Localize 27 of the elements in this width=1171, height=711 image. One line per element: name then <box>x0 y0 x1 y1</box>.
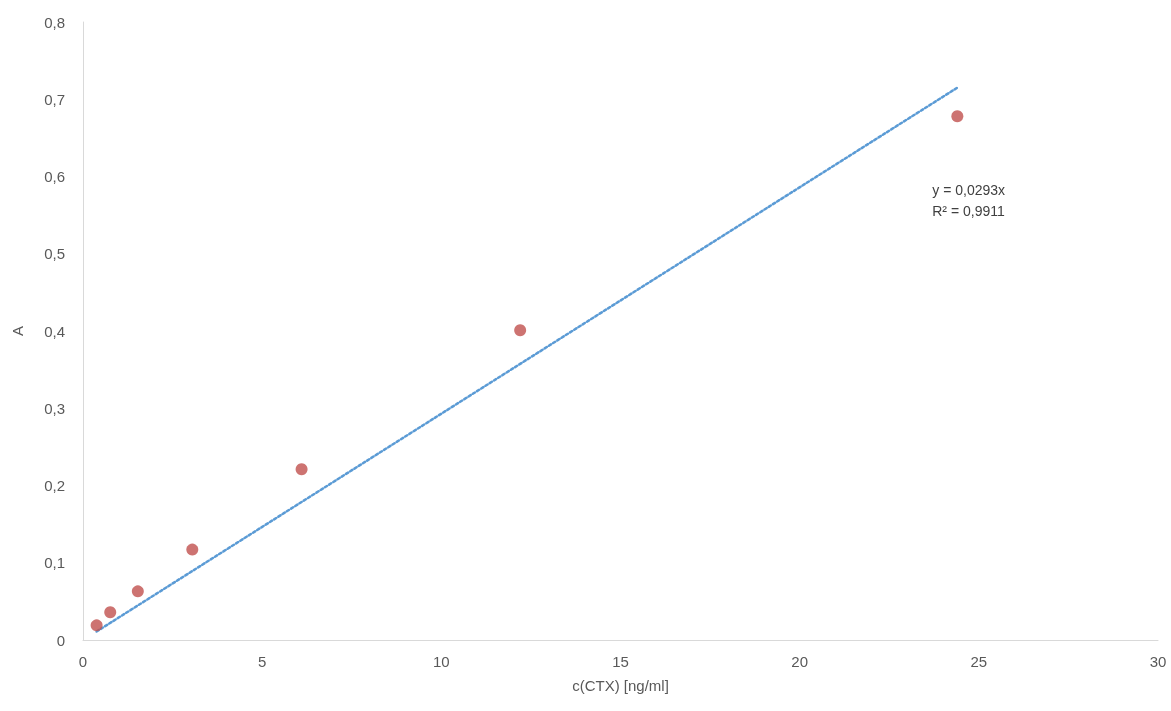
y-tick-label: 0,8 <box>44 13 65 31</box>
x-axis-title: c(CTX) [ng/ml] <box>572 677 669 694</box>
x-tick-label: 5 <box>257 653 267 670</box>
point <box>131 585 144 598</box>
y-tick-label: 0,3 <box>44 399 65 417</box>
point <box>90 619 103 632</box>
x-tick-label: 30 <box>1149 653 1167 670</box>
point <box>104 606 117 619</box>
point <box>514 324 527 337</box>
x-tick-label: 25 <box>970 653 988 670</box>
point <box>186 543 199 556</box>
y-tick-label: 0,6 <box>44 168 65 185</box>
x-tick-label: 15 <box>612 653 629 670</box>
y-tick-label: 0 <box>56 631 65 649</box>
y-tick-label: 0,2 <box>44 477 65 494</box>
y-tick-label: 0,4 <box>44 322 65 340</box>
y-axis-title: A <box>9 325 26 337</box>
annotation: R² = 0,9911 <box>932 202 1005 219</box>
x-tick-label: 20 <box>791 653 809 670</box>
point <box>951 110 964 123</box>
y-tick-label: 0,7 <box>44 90 65 108</box>
y-tick-label: 0,5 <box>44 245 65 263</box>
y-tick-label: 0,1 <box>44 554 65 572</box>
annotation: y = 0,0293x <box>932 181 1006 198</box>
x-tick-label: 10 <box>432 653 450 670</box>
x-tick-label: 0 <box>78 653 88 670</box>
point <box>295 463 308 476</box>
